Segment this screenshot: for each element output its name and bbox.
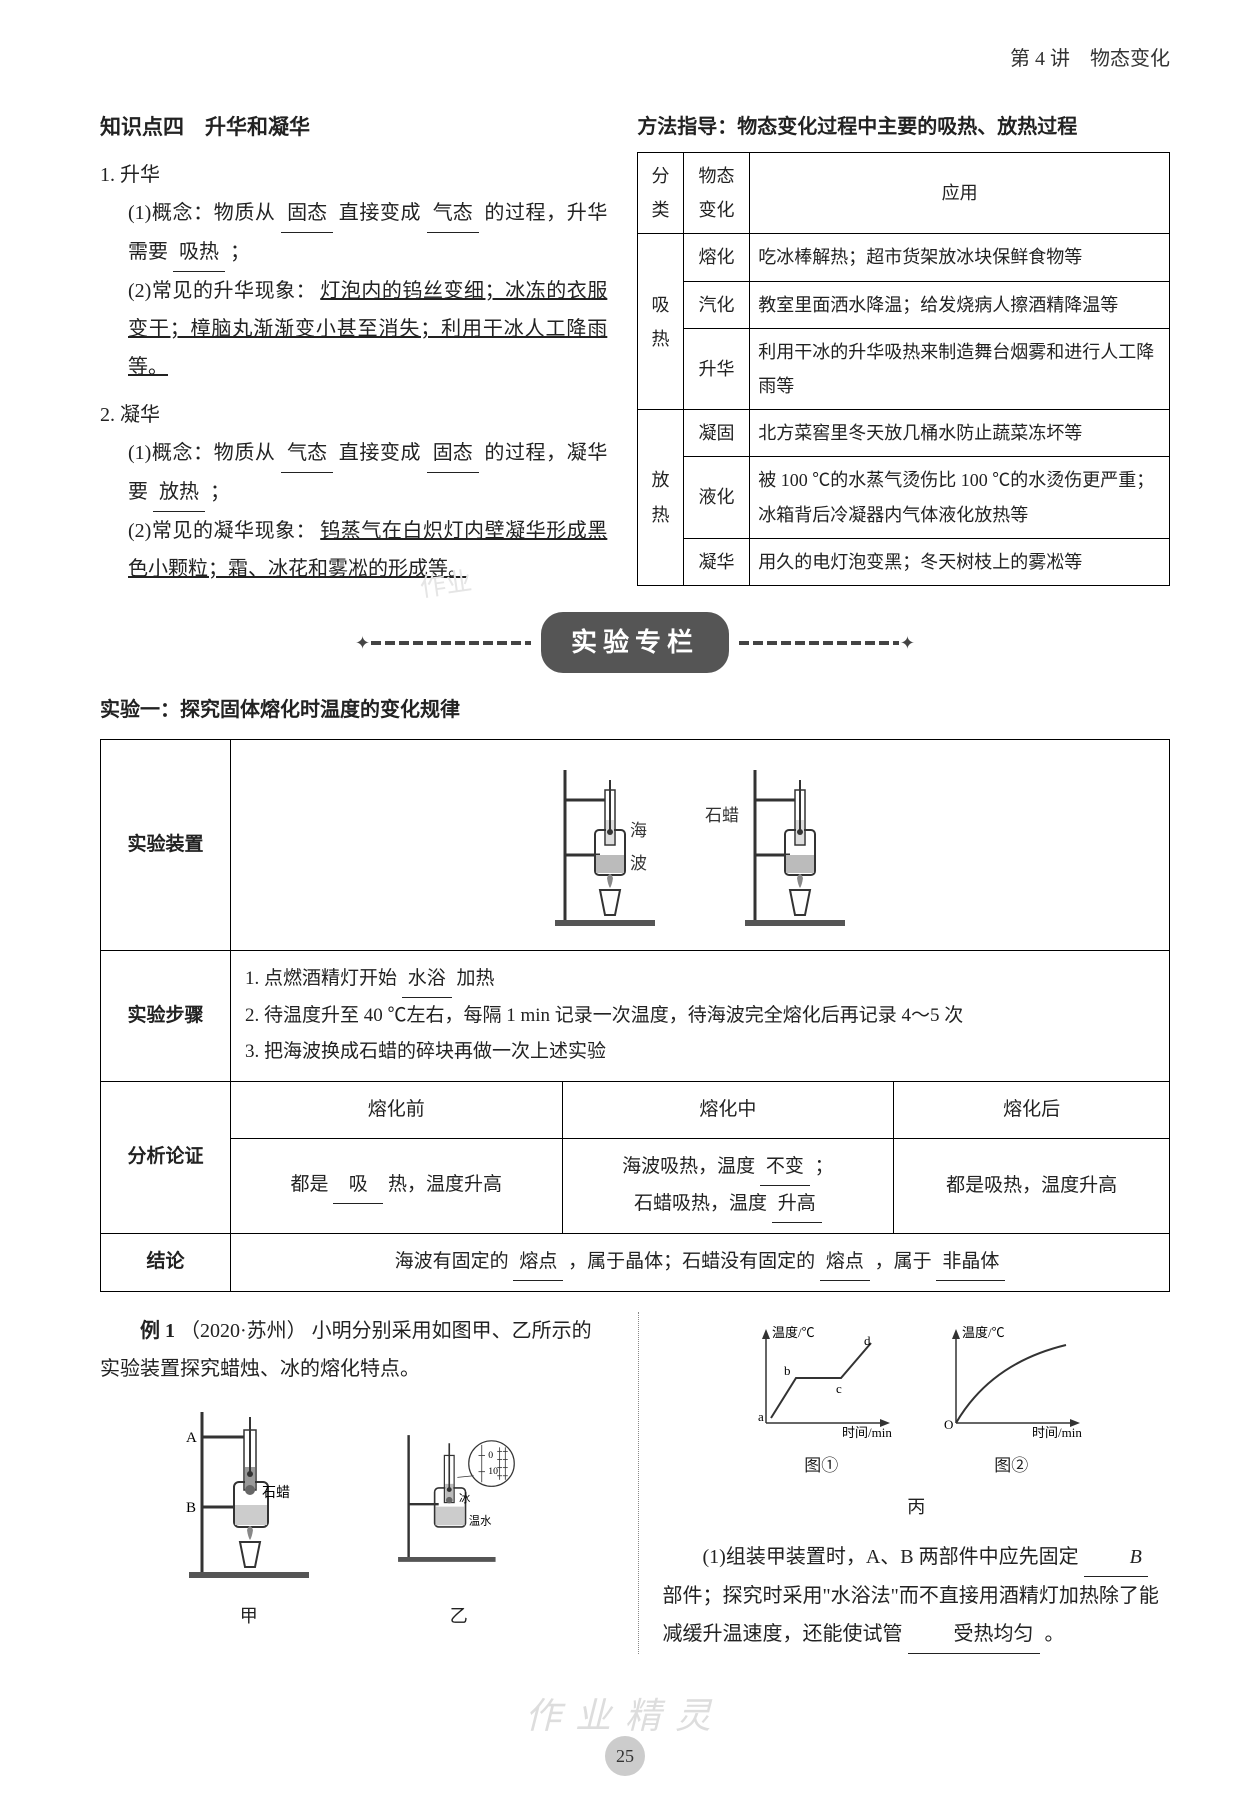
svg-text:c: c [836, 1381, 842, 1396]
blank-absorb: 吸热 [173, 233, 225, 272]
star-icon: ✦ [355, 625, 370, 659]
table-row: 液化 被 100 ℃的水蒸气烫伤比 100 ℃的水烫伤更严重；冰箱背后冷凝器内气… [638, 457, 1170, 538]
item-sublimation: 1. 升华 [100, 156, 607, 194]
svg-text:石蜡: 石蜡 [262, 1485, 290, 1501]
svg-text:温水: 温水 [469, 1513, 492, 1527]
experiment-steps: 1. 点燃酒精灯开始 水浴 加热 2. 待温度升至 40 ℃左右，每隔 1 mi… [231, 951, 1170, 1081]
svg-text:时间/min: 时间/min [842, 1425, 892, 1440]
table-header-row: 分类 物态变化 应用 [638, 153, 1170, 234]
graph-1: 温度/℃ 时间/min a b c d 图① [746, 1318, 896, 1482]
item-deposition: 2. 凝华 [100, 396, 607, 434]
application-table: 分类 物态变化 应用 吸热 熔化 吃冰棒解热；超市货架放冰块保鲜食物等 汽化 教… [637, 152, 1170, 586]
sublimation-examples: (2)常见的升华现象：灯泡内的钨丝变细；冰冻的衣服变干；樟脑丸渐渐变小甚至消失；… [128, 272, 607, 386]
svg-text:10: 10 [488, 1466, 498, 1477]
figure-yi: 温水 冰 0 10 [384, 1402, 534, 1633]
experiment-banner: ✦ 实验专栏 ✦ [100, 612, 1170, 673]
table-row: 实验装置 [101, 740, 1170, 951]
figure-bing-caption: 丙 [663, 1490, 1171, 1524]
method-hint: 方法指导：物态变化过程中主要的吸热、放热过程 [637, 108, 1170, 146]
table-row: 升华 利用干冰的升华吸热来制造舞台烟雾和进行人工降雨等 [638, 328, 1170, 409]
table-row: 凝华 用久的电灯泡变黑；冬天树枝上的雾凇等 [638, 538, 1170, 585]
blank-rise: 升高 [772, 1186, 822, 1223]
page-number: 25 [605, 1736, 645, 1776]
chapter-header: 第 4 讲 物态变化 [100, 40, 1170, 78]
star-icon: ✦ [900, 625, 915, 659]
table-row: 实验步骤 1. 点燃酒精灯开始 水浴 加热 2. 待温度升至 40 ℃左右，每隔… [101, 951, 1170, 1081]
svg-text:0: 0 [488, 1450, 493, 1461]
figure-jia: A B 石蜡 甲 [174, 1402, 324, 1633]
blank-meltpoint1: 熔点 [513, 1244, 563, 1281]
blank-answer-B: B [1084, 1538, 1148, 1577]
svg-text:b: b [784, 1363, 791, 1378]
svg-text:a: a [758, 1409, 764, 1424]
svg-text:温度/℃: 温度/℃ [772, 1325, 815, 1340]
graph-2: 温度/℃ 时间/min O 图② [936, 1318, 1086, 1482]
experiment-conclusion: 海波有固定的 熔点 ，属于晶体；石蜡没有固定的 熔点 ，属于 非晶体 [231, 1233, 1170, 1291]
example-label: 例 1 [140, 1320, 175, 1342]
svg-text:B: B [186, 1500, 196, 1516]
apparatus-diagrams: 海波 [245, 750, 1155, 940]
sublimation-concept: (1)概念：物质从 固态 直接变成 气态 的过程，升华需要 吸热 ； [128, 194, 607, 272]
svg-text:时间/min: 时间/min [1032, 1425, 1082, 1440]
apparatus-shila: 石蜡 [740, 760, 850, 930]
deposition-examples: (2)常见的凝华现象：钨蒸气在白炽灯内壁凝华形成黑色小颗粒；霜、冰花和雾凇的形成… [128, 512, 607, 588]
blank-unchanged: 不变 [760, 1149, 810, 1186]
blank-even-heat: 受热均匀 [908, 1615, 1040, 1654]
blank-waterbath: 水浴 [402, 961, 452, 998]
svg-text:冰: 冰 [459, 1492, 471, 1505]
example-left: 例 1 （2020·苏州） 小明分别采用如图甲、乙所示的实验装置探究蜡烛、冰的熔… [100, 1312, 608, 1654]
blank-absorb2: 吸 [333, 1167, 383, 1204]
table-row: 分析论证 熔化前 熔化中 熔化后 [101, 1081, 1170, 1138]
svg-text:温度/℃: 温度/℃ [962, 1325, 1005, 1340]
question-1: (1)组装甲装置时，A、B 两部件中应先固定 B 部件；探究时采用"水浴法"而不… [663, 1538, 1171, 1654]
blank-solid: 固态 [281, 194, 333, 233]
table-row: 吸热 熔化 吃冰棒解热；超市货架放冰块保鲜食物等 [638, 234, 1170, 281]
svg-text:A: A [186, 1430, 197, 1446]
experiment-title: 实验一：探究固体熔化时温度的变化规律 [100, 691, 1170, 729]
blank-gas2: 气态 [281, 434, 333, 473]
svg-text:O: O [944, 1417, 953, 1432]
blank-meltpoint2: 熔点 [820, 1244, 870, 1281]
blank-solid2: 固态 [427, 434, 479, 473]
knowledge-title: 知识点四 升华和凝华 [100, 108, 607, 148]
table-row: 放热 凝固 北方菜窖里冬天放几桶水防止蔬菜冻坏等 [638, 410, 1170, 457]
experiment-table: 实验装置 [100, 739, 1170, 1292]
table-row: 结论 海波有固定的 熔点 ，属于晶体；石蜡没有固定的 熔点 ，属于 非晶体 [101, 1233, 1170, 1291]
table-row: 汽化 教室里面洒水降温；给发烧病人擦酒精降温等 [638, 281, 1170, 328]
example-right: 温度/℃ 时间/min a b c d 图① [638, 1312, 1171, 1654]
blank-gas: 气态 [427, 194, 479, 233]
knowledge-section: 知识点四 升华和凝华 1. 升华 (1)概念：物质从 固态 直接变成 气态 的过… [100, 108, 607, 588]
deposition-concept: (1)概念：物质从 气态 直接变成 固态 的过程，凝华要 放热 ； [128, 434, 607, 512]
svg-text:d: d [864, 1333, 871, 1348]
blank-amorphous: 非晶体 [936, 1244, 1005, 1281]
apparatus-haibo: 海波 [550, 760, 660, 930]
table-row: 都是 吸 热，温度升高 海波吸热，温度 不变 ； 石蜡吸热，温度 升高 都是吸热… [101, 1138, 1170, 1233]
method-section: 方法指导：物态变化过程中主要的吸热、放热过程 分类 物态变化 应用 吸热 熔化 … [637, 108, 1170, 588]
blank-release: 放热 [153, 473, 205, 512]
